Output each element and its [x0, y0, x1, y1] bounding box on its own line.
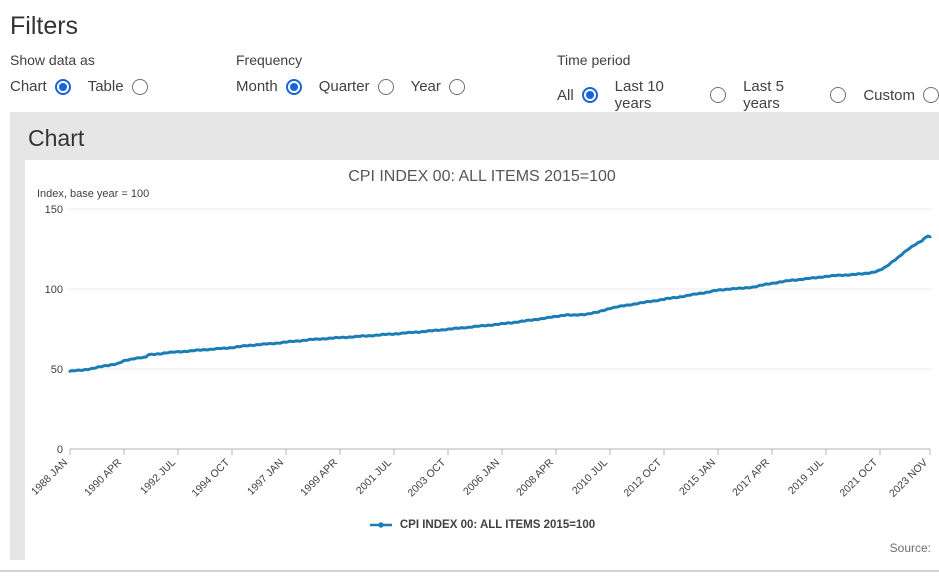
svg-text:2017 APR: 2017 APR	[730, 456, 772, 498]
filters-heading: Filters	[10, 12, 79, 40]
radio-quarter[interactable]	[377, 78, 394, 95]
frequency-label: Frequency	[236, 52, 303, 68]
radio-option-chart-label: Chart	[10, 78, 47, 95]
radio-option-custom-label: Custom	[863, 86, 915, 104]
frequency-options: Month Quarter Year	[236, 78, 465, 95]
radio-last-10-years[interactable]	[710, 87, 727, 103]
legend-line-marker	[369, 522, 392, 528]
radio-option-year[interactable]: Year	[411, 78, 465, 95]
svg-text:2003 OCT: 2003 OCT	[405, 456, 448, 499]
radio-option-chart[interactable]: Chart	[10, 78, 71, 95]
svg-text:1990 APR: 1990 APR	[82, 456, 124, 498]
svg-text:1994 OCT: 1994 OCT	[189, 456, 232, 499]
source-label: Source:	[889, 541, 931, 555]
filter-group-time-period: Time period All Last 10 years Last 5 yea…	[557, 52, 939, 112]
radio-chart[interactable]	[54, 78, 71, 95]
radio-option-custom[interactable]: Custom	[863, 87, 939, 104]
svg-text:1997 JAN: 1997 JAN	[245, 457, 286, 498]
svg-text:2019 JUL: 2019 JUL	[786, 457, 826, 497]
svg-text:1999 APR: 1999 APR	[298, 456, 340, 498]
svg-text:100: 100	[45, 284, 63, 296]
svg-text:2010 JUL: 2010 JUL	[570, 457, 610, 497]
radio-custom[interactable]	[923, 87, 939, 103]
radio-year[interactable]	[448, 78, 465, 95]
radio-option-all-label: All	[557, 86, 574, 104]
svg-text:2023 NOV: 2023 NOV	[887, 457, 930, 500]
radio-option-last-10-years[interactable]: Last 10 years	[614, 78, 727, 112]
svg-text:50: 50	[51, 364, 63, 376]
radio-month[interactable]	[285, 78, 302, 95]
time-period-options: All Last 10 years Last 5 years Custom	[557, 78, 939, 112]
chart-heading: Chart	[28, 125, 85, 151]
svg-text:2001 JUL: 2001 JUL	[354, 457, 394, 497]
radio-option-year-label: Year	[410, 78, 441, 95]
chart-panel: CPI INDEX 00: ALL ITEMS 2015=100 Index, …	[25, 160, 939, 560]
time-period-label: Time period	[557, 52, 631, 68]
radio-option-quarter-label: Quarter	[318, 78, 370, 95]
svg-text:0: 0	[57, 444, 63, 456]
y-axis-title: Index, base year = 100	[37, 188, 150, 200]
svg-text:1992 JUL: 1992 JUL	[138, 457, 178, 497]
bottom-divider	[0, 570, 939, 572]
filter-group-frequency: Frequency Month Quarter Year	[236, 52, 465, 95]
show-data-as-options: Chart Table	[10, 78, 148, 95]
radio-option-quarter[interactable]: Quarter	[319, 78, 394, 95]
svg-text:2012 OCT: 2012 OCT	[621, 456, 664, 499]
svg-text:2015 JAN: 2015 JAN	[677, 457, 718, 498]
radio-option-last-5-years[interactable]: Last 5 years	[743, 78, 847, 112]
radio-option-all[interactable]: All	[557, 87, 598, 104]
chart-title: CPI INDEX 00: ALL ITEMS 2015=100	[348, 168, 616, 185]
radio-table[interactable]	[131, 78, 148, 95]
svg-text:2021 OCT: 2021 OCT	[837, 456, 880, 499]
svg-text:2008 APR: 2008 APR	[514, 456, 556, 498]
radio-option-table-label: Table	[87, 78, 124, 95]
radio-option-table[interactable]: Table	[88, 78, 148, 95]
radio-option-last-5-years-label: Last 5 years	[743, 78, 784, 112]
radio-last-5-years[interactable]	[830, 87, 847, 103]
show-data-as-label: Show data as	[10, 52, 95, 68]
svg-text:150: 150	[45, 204, 63, 216]
svg-text:2006 JAN: 2006 JAN	[461, 457, 502, 498]
chart-section: Chart CPI INDEX 00: ALL ITEMS 2015=100 I…	[10, 112, 939, 560]
svg-text:1988 JAN: 1988 JAN	[29, 457, 70, 498]
radio-all[interactable]	[581, 87, 598, 103]
radio-option-month[interactable]: Month	[236, 78, 302, 95]
radio-option-last-10-years-label: Last 10 years	[614, 78, 664, 112]
legend-label: CPI INDEX 00: ALL ITEMS 2015=100	[399, 519, 596, 531]
filter-group-show-data-as: Show data as Chart Table	[10, 52, 148, 95]
radio-option-month-label: Month	[236, 78, 278, 95]
line-chart: 0 50 100 150 1988 JAN 1990 APR 1992 JUL 1994 OC…	[29, 204, 932, 500]
chart-legend: CPI INDEX 00: ALL ITEMS 2015=100	[25, 519, 939, 531]
